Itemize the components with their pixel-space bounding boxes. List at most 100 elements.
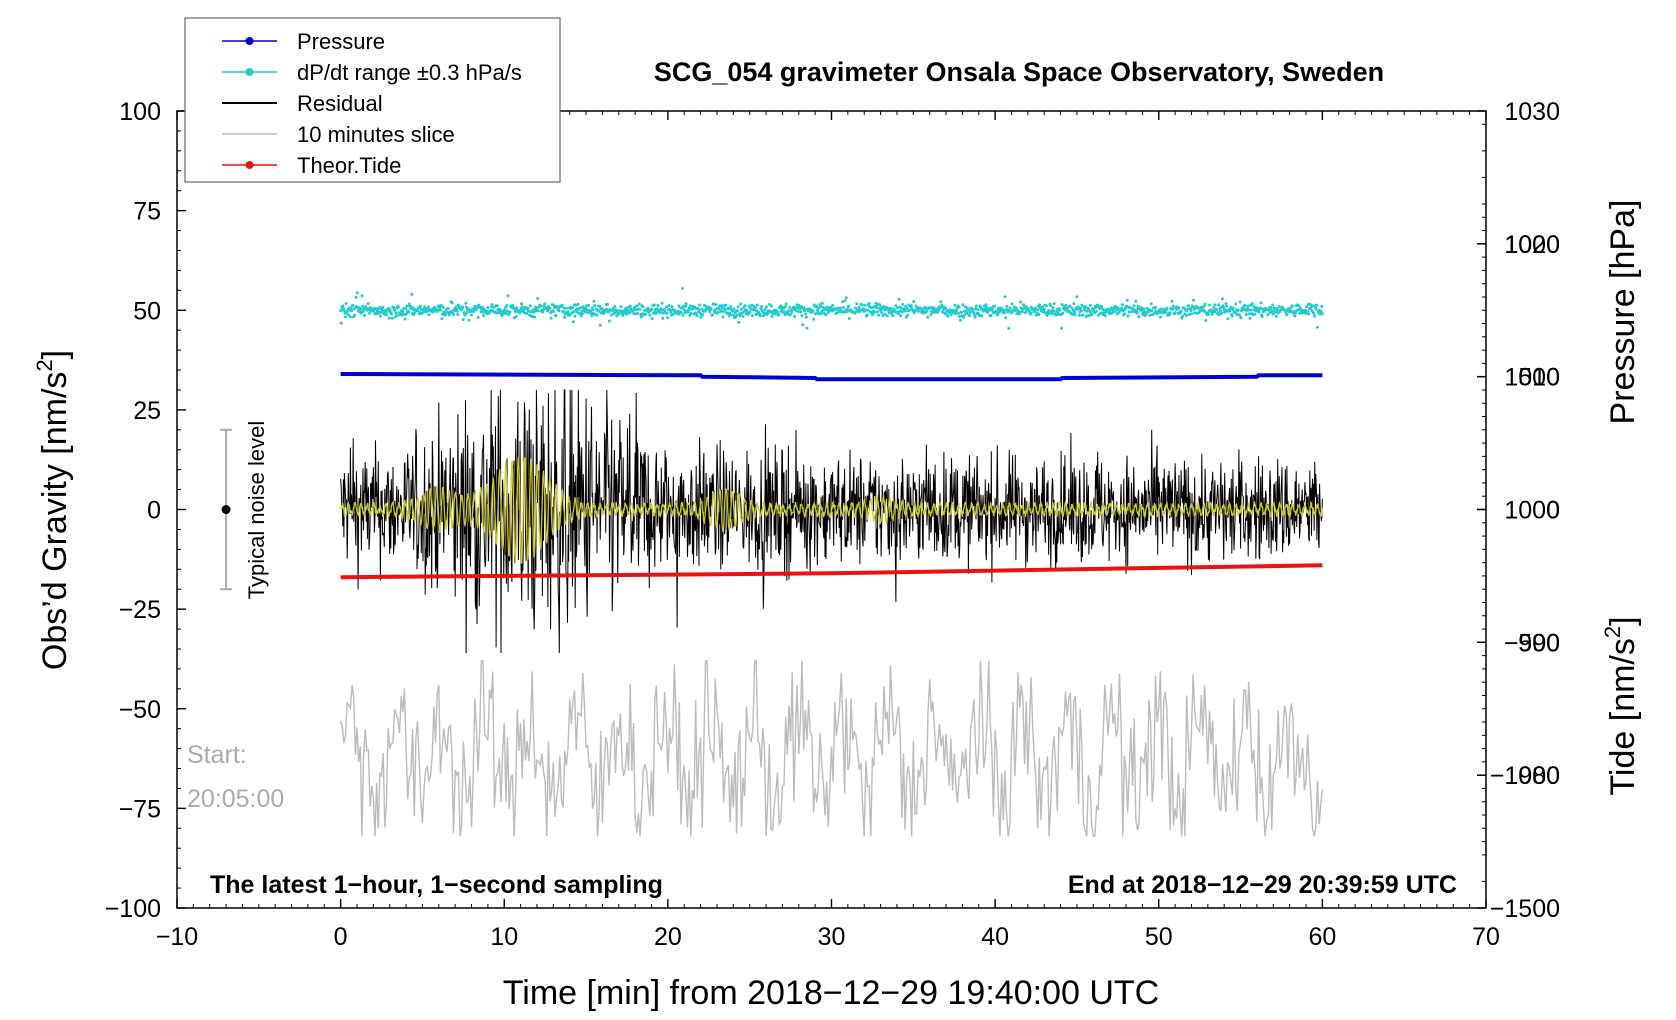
dpdt-point <box>984 309 987 312</box>
dpdt-point <box>648 313 652 317</box>
dpdt-point <box>1084 305 1087 309</box>
dpdt-point <box>426 305 430 309</box>
x-tick-label: 50 <box>1145 923 1173 951</box>
dpdt-point <box>1271 303 1275 307</box>
dpdt-point <box>580 312 584 316</box>
start-label: Start: <box>187 741 247 769</box>
dpdt-point <box>903 309 907 313</box>
dpdt-point <box>1314 307 1318 311</box>
start-time: 20:05:00 <box>187 785 284 813</box>
dpdt-point <box>427 313 431 317</box>
y-axis-label-left-text: Obs’d Gravity [nm/s <box>36 372 74 671</box>
dpdt-point <box>820 301 824 305</box>
dpdt-point <box>1274 310 1278 314</box>
dpdt-point <box>747 304 751 308</box>
dpdt-point <box>784 302 788 306</box>
dpdt-point <box>720 304 724 308</box>
dpdt-point <box>843 299 847 303</box>
dpdt-point <box>940 303 944 307</box>
dpdt-point <box>880 311 884 315</box>
dpdt-point <box>504 312 508 316</box>
dpdt-point <box>1165 306 1169 310</box>
dpdt-point <box>1005 304 1009 308</box>
dpdt-point <box>361 309 365 313</box>
dpdt-point <box>520 305 524 309</box>
dpdt-point <box>698 303 702 307</box>
dpdt-point <box>1170 299 1174 303</box>
dpdt-point <box>1148 313 1152 317</box>
dpdt-point <box>561 309 565 313</box>
pressure-series <box>340 372 1323 382</box>
dpdt-point <box>636 311 640 315</box>
dpdt-point <box>387 316 391 320</box>
dpdt-point <box>877 313 881 317</box>
dpdt-point <box>464 301 468 305</box>
dpdt-point <box>609 313 613 317</box>
dpdt-point <box>724 303 728 307</box>
dpdt-point <box>1071 312 1075 316</box>
dpdt-point <box>1184 314 1188 318</box>
noise-level-marker <box>220 428 233 591</box>
dpdt-point <box>796 310 800 314</box>
dpdt-point <box>1203 302 1207 306</box>
dpdt-point <box>1081 313 1085 317</box>
dpdt-point <box>714 303 718 307</box>
dpdt-point <box>1249 308 1253 312</box>
x-tick-label: 10 <box>490 923 518 951</box>
dpdt-point <box>819 304 822 308</box>
dpdt-point <box>403 317 407 321</box>
dpdt-point <box>1228 309 1232 313</box>
dpdt-point <box>1189 309 1193 313</box>
dpdt-point <box>1103 311 1106 315</box>
y-axis-label-tide-text: Tide [nm/s <box>1604 638 1642 795</box>
dpdt-point <box>463 313 467 317</box>
dpdt-point <box>812 317 816 321</box>
dpdt-point <box>641 305 645 309</box>
dpdt-point <box>1225 304 1229 308</box>
dpdt-point <box>1077 313 1081 317</box>
dpdt-point <box>613 305 617 309</box>
dpdt-point <box>664 305 668 309</box>
x-tick-label: 20 <box>654 923 682 951</box>
dpdt-point <box>878 303 882 307</box>
dpdt-point <box>745 308 749 312</box>
dpdt-point <box>394 311 398 315</box>
dpdt-point <box>995 311 999 315</box>
dpdt-point <box>677 304 681 308</box>
dpdt-point <box>1288 307 1292 311</box>
dpdt-point <box>637 302 641 306</box>
dpdt-point <box>619 305 623 309</box>
dpdt-point <box>1014 306 1018 310</box>
dpdt-point <box>587 303 590 307</box>
dpdt-point <box>1318 312 1322 316</box>
x-tick-label: −10 <box>156 923 198 951</box>
dpdt-point <box>1064 303 1068 307</box>
dpdt-point <box>366 302 370 306</box>
pressure-tick-label: 1020 <box>1504 231 1560 259</box>
dpdt-point <box>591 308 595 312</box>
dpdt-point <box>883 312 887 316</box>
dpdt-point <box>1316 325 1319 329</box>
dpdt-point <box>1236 308 1240 312</box>
dpdt-point <box>687 308 690 312</box>
pressure-tick-label: 990 <box>1518 629 1560 657</box>
dpdt-point <box>560 303 564 307</box>
dpdt-point <box>738 314 742 318</box>
dpdt-point <box>1208 303 1211 307</box>
dpdt-point <box>543 302 547 306</box>
dpdt-point <box>344 302 348 305</box>
dpdt-point <box>549 316 553 320</box>
dpdt-point <box>1087 314 1091 317</box>
dpdt-point <box>763 308 767 311</box>
dpdt-point <box>1220 297 1224 301</box>
dpdt-point <box>1096 313 1100 317</box>
dpdt-point <box>1222 306 1226 310</box>
dpdt-point <box>1052 302 1056 306</box>
dpdt-point <box>446 307 450 310</box>
dpdt-point <box>755 303 759 307</box>
dpdt-point <box>349 306 353 310</box>
dpdt-point <box>957 312 960 315</box>
dpdt-point <box>393 308 397 312</box>
dpdt-point <box>355 291 359 295</box>
dpdt-point <box>1277 305 1281 308</box>
